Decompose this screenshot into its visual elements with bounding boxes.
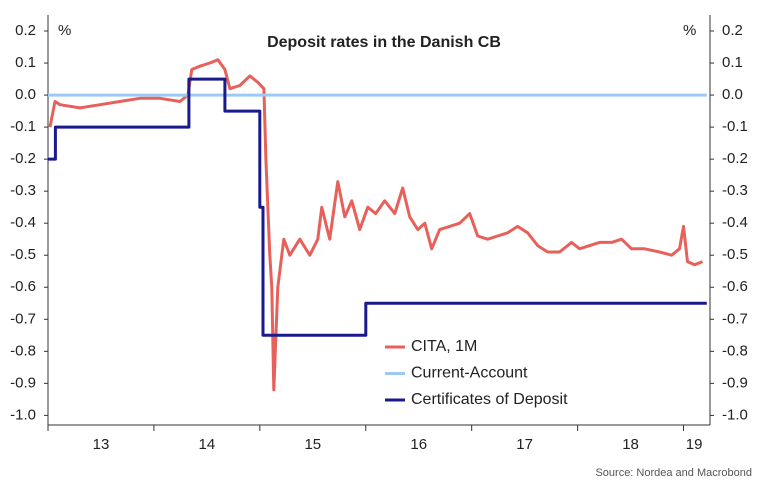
y-tick-label: -0.4 [10,214,36,231]
y-tick-label: -0.8 [10,342,36,359]
y-tick-label-right: -0.1 [722,118,748,135]
y-tick-label: 0.0 [15,86,36,103]
y-tick-label-right: 0.0 [722,86,743,103]
y-tick-label: -0.1 [10,118,36,135]
y-tick-label: 0.1 [15,54,36,71]
y-tick-label-right: -1.0 [722,406,748,423]
chart-title: Deposit rates in the Danish CB [267,34,501,51]
x-tick-label: 18 [622,436,639,453]
y-tick-label: -0.2 [10,150,36,167]
x-tick-label: 13 [93,436,110,453]
x-tick-label: 19 [686,436,703,453]
y-unit-left: % [58,22,71,39]
y-unit-right: % [683,22,696,39]
x-tick-label: 16 [410,436,427,453]
legend-label: CITA, 1M [411,338,477,355]
y-tick-label-right: -0.4 [722,214,748,231]
y-tick-label-right: -0.5 [722,246,748,263]
y-tick-label-right: -0.3 [722,182,748,199]
y-tick-label: -0.5 [10,246,36,263]
y-tick-label: -0.6 [10,278,36,295]
series-line [48,58,704,392]
series-line [48,77,707,337]
y-tick-label: 0.2 [15,22,36,39]
y-tick-label-right: 0.1 [722,54,743,71]
x-tick-label: 15 [304,436,321,453]
y-tick-label-right: -0.8 [722,342,748,359]
y-tick-label-right: -0.6 [722,278,748,295]
y-tick-label-right: -0.9 [722,374,748,391]
y-tick-label-right: 0.2 [722,22,743,39]
y-tick-label: -1.0 [10,406,36,423]
y-tick-label: -0.9 [10,374,36,391]
legend-label: Current-Account [411,365,528,382]
source: Source: Nordea and Macrobond [595,467,752,479]
x-tick-label: 17 [516,436,533,453]
legend-label: Certificates of Deposit [411,391,568,408]
y-tick-label: -0.3 [10,182,36,199]
x-tick-label: 14 [199,436,216,453]
y-tick-label: -0.7 [10,310,36,327]
y-tick-label-right: -0.7 [722,310,748,327]
y-tick-label-right: -0.2 [722,150,748,167]
